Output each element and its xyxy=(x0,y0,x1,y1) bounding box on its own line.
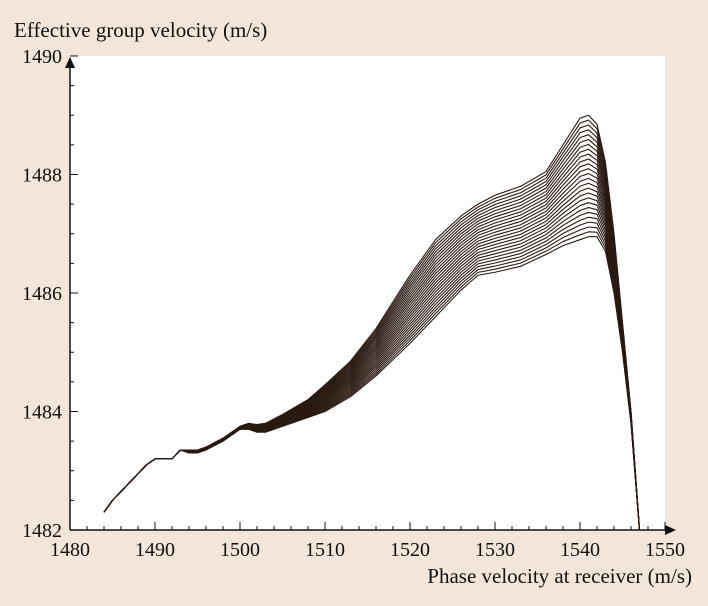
x-axis-arrow xyxy=(665,525,676,535)
x-tick-label: 1480 xyxy=(50,539,90,561)
x-ticks: 1480 1490 1500 1510 1520 1530 1540 1550 xyxy=(50,522,685,561)
y-tick-label: 1490 xyxy=(22,46,62,68)
y-tick-label: 1482 xyxy=(22,520,62,542)
x-tick-label: 1550 xyxy=(645,539,685,561)
curve-band xyxy=(103,114,641,531)
y-tick-label: 1484 xyxy=(22,402,62,424)
x-tick-label: 1530 xyxy=(475,539,515,561)
y-tick-label: 1486 xyxy=(22,283,62,305)
x-tick-label: 1500 xyxy=(220,539,260,561)
series-line xyxy=(103,114,641,531)
x-tick-label: 1510 xyxy=(305,539,345,561)
x-tick-label: 1490 xyxy=(135,539,175,561)
y-tick-label: 1488 xyxy=(22,165,62,187)
x-axis-title: Phase velocity at receiver (m/s) xyxy=(427,564,692,588)
y-axis-arrow xyxy=(65,57,75,68)
x-tick-label: 1520 xyxy=(390,539,430,561)
plot-area xyxy=(70,56,665,530)
y-axis-title: Effective group velocity (m/s) xyxy=(14,18,268,42)
x-tick-label: 1540 xyxy=(560,539,600,561)
y-ticks: 1482 1484 1486 1488 1490 xyxy=(22,46,78,542)
